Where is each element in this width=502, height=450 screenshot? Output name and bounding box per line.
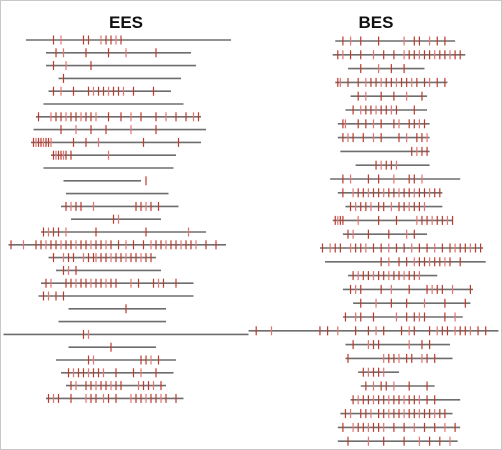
panel-bes xyxy=(248,36,499,446)
panel-ees xyxy=(3,35,249,403)
panel-title-bes: BES xyxy=(359,13,394,32)
panel-title-ees: EES xyxy=(109,13,143,32)
